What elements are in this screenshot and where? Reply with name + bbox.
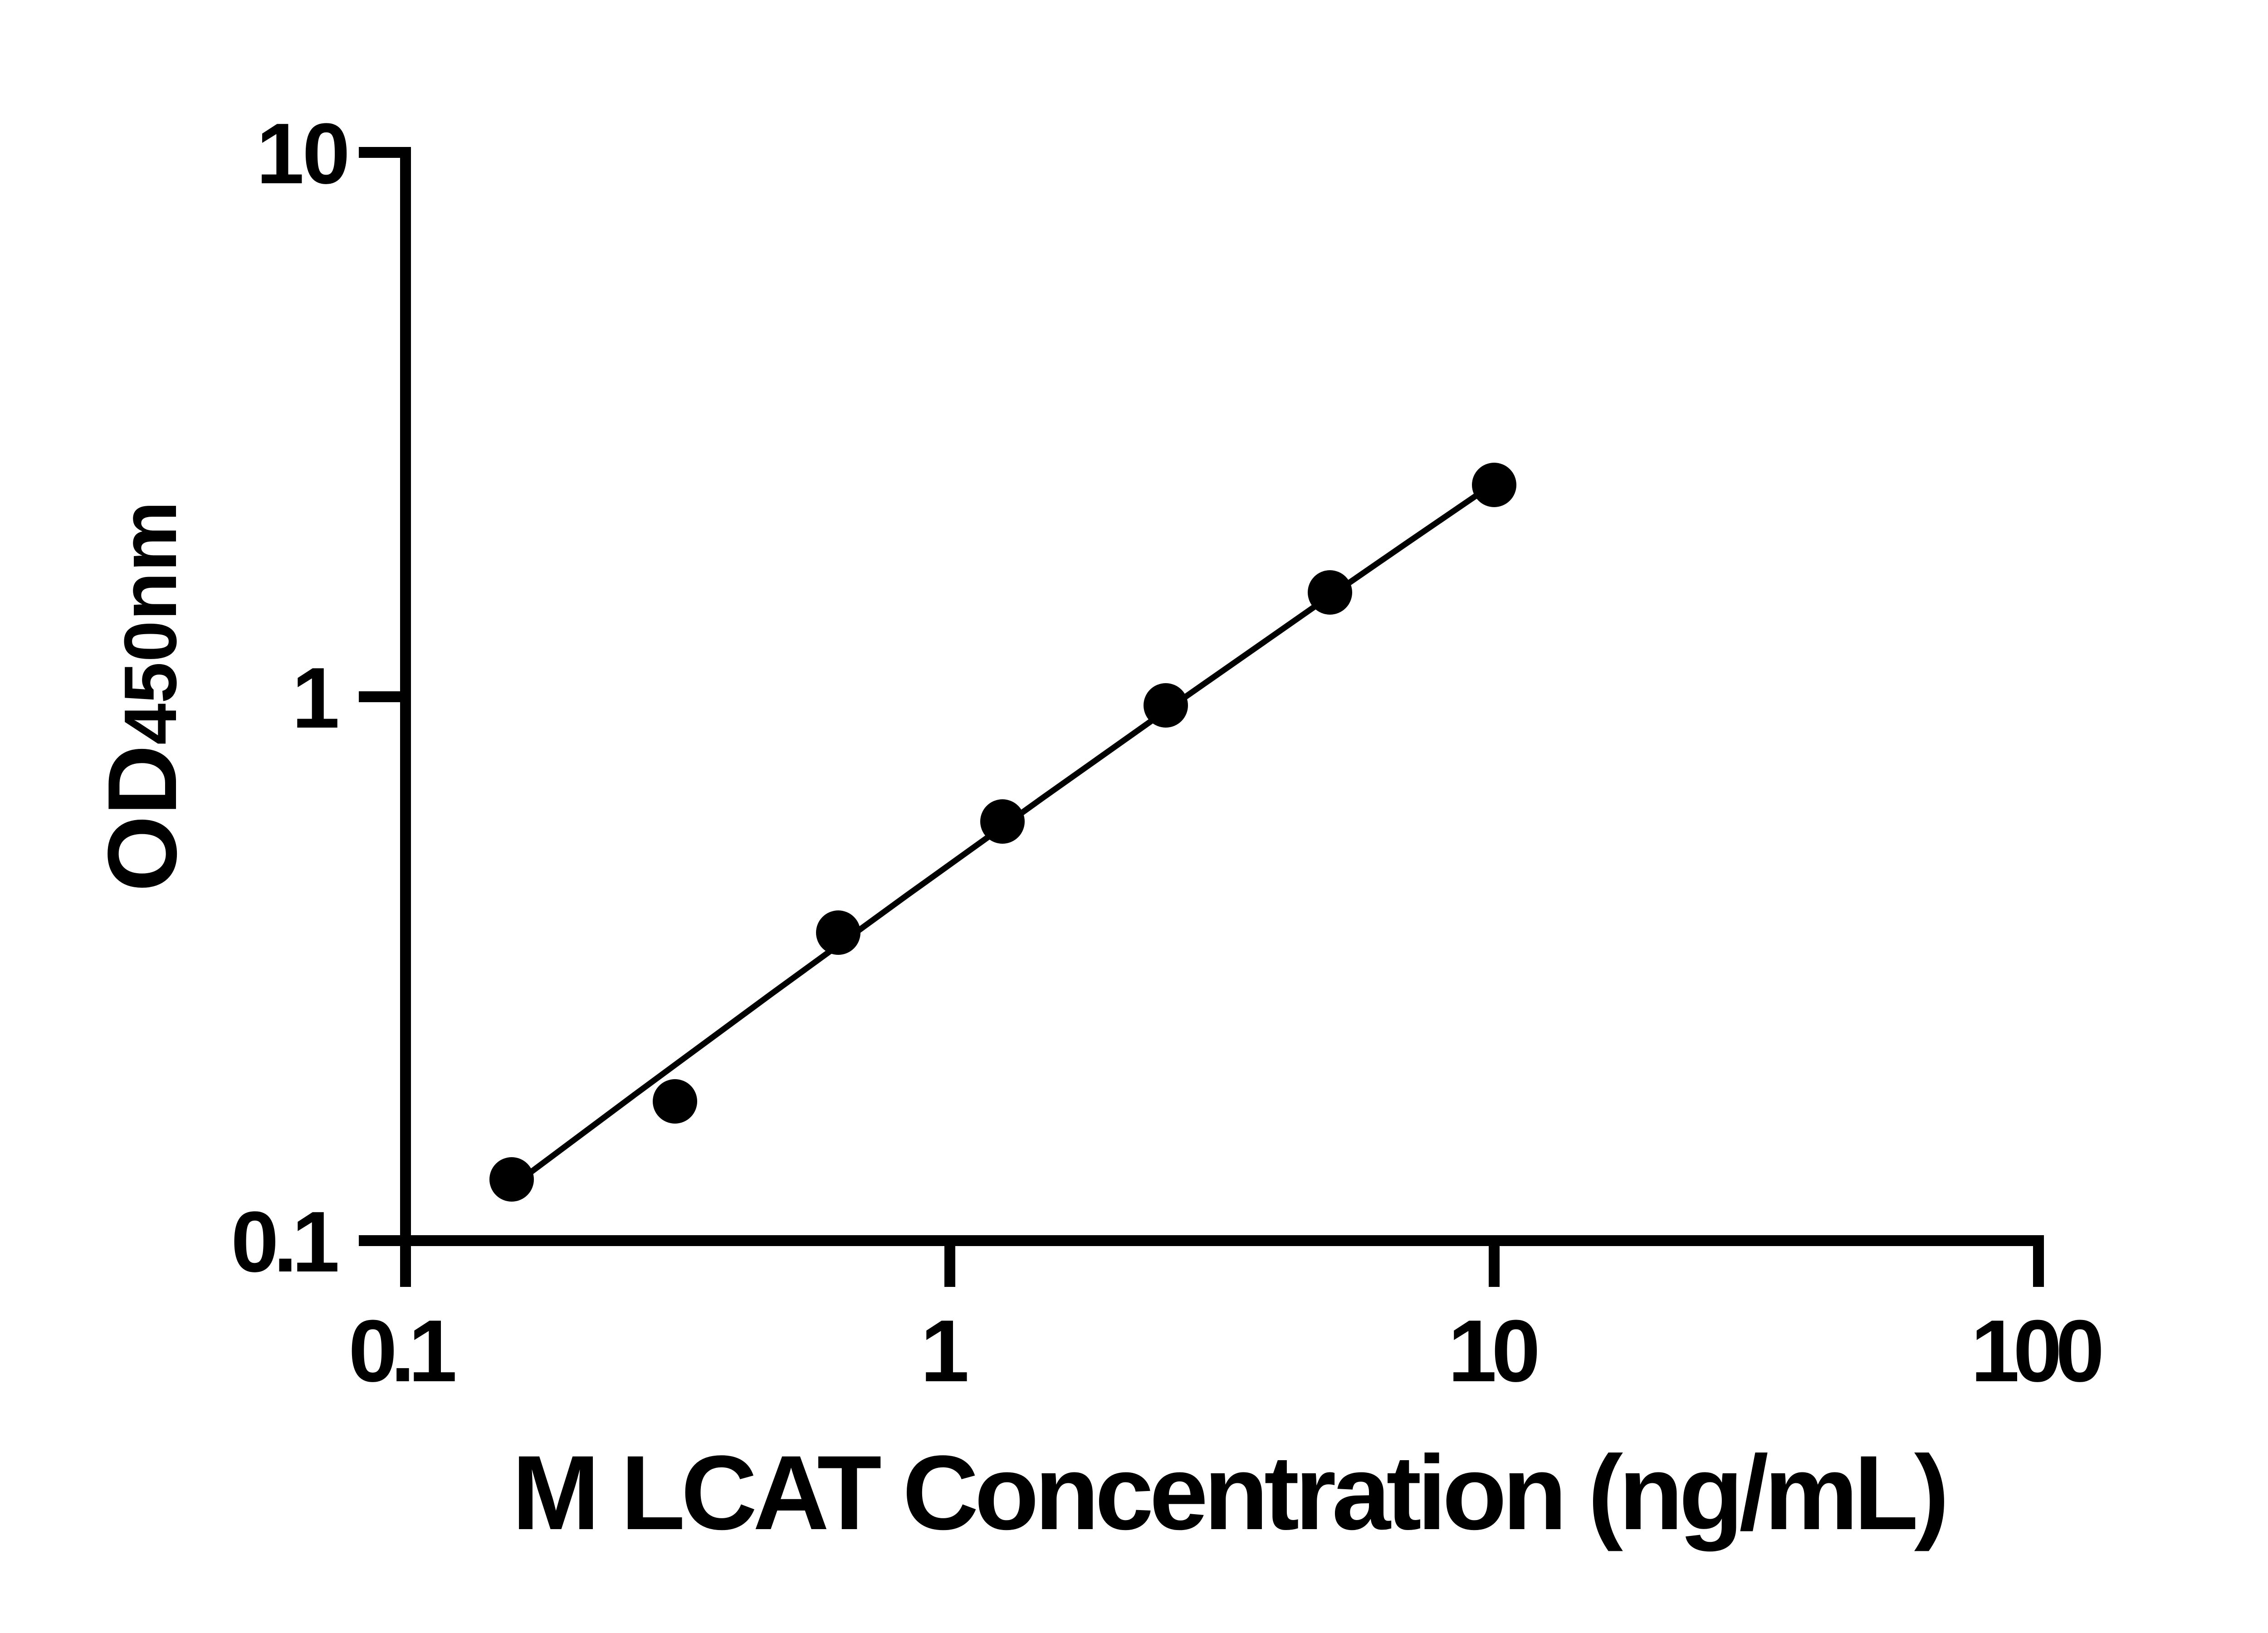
svg-text:1: 1 (920, 1302, 969, 1400)
svg-text:M LCAT Concentration (ng/mL): M LCAT Concentration (ng/mL) (512, 1434, 1950, 1552)
svg-text:10: 10 (256, 106, 350, 202)
svg-text:0.1: 0.1 (231, 1194, 340, 1290)
svg-text:0.1: 0.1 (348, 1302, 457, 1400)
svg-text:100: 100 (1971, 1302, 2105, 1400)
svg-text:1: 1 (292, 650, 340, 746)
svg-text:10: 10 (1448, 1302, 1540, 1400)
